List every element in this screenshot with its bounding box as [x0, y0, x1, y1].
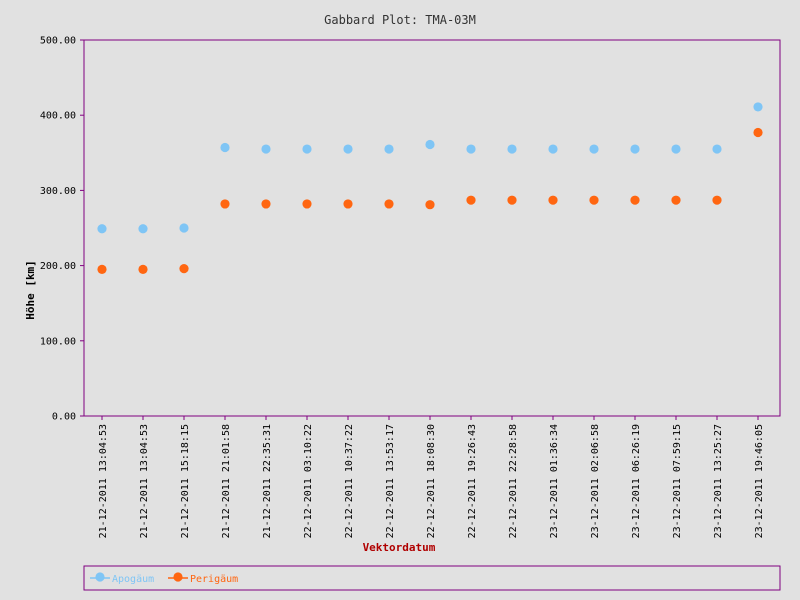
x-tick-label: 21-12-2011 22:35:31: [262, 424, 273, 538]
data-point: [630, 195, 640, 205]
y-axis-label: Höhe [km]: [24, 260, 37, 320]
data-point: [466, 195, 476, 205]
x-tick-label: 22-12-2011 13:53:17: [385, 424, 396, 538]
x-tick-label: 23-12-2011 02:06:58: [590, 424, 601, 538]
data-point: [630, 144, 640, 154]
data-point: [425, 200, 435, 210]
data-point: [712, 144, 722, 154]
x-tick-label: 23-12-2011 13:25:27: [713, 424, 724, 538]
legend-label: Perigäum: [190, 574, 238, 585]
x-axis-label: Vektordatum: [363, 541, 436, 554]
x-tick-label: 23-12-2011 01:36:34: [549, 424, 560, 538]
data-point: [589, 195, 599, 205]
data-point: [138, 264, 148, 274]
data-point: [384, 144, 394, 154]
x-tick-label: 21-12-2011 15:18:15: [180, 424, 191, 538]
plot-area: [83, 39, 781, 417]
data-point: [302, 144, 312, 154]
data-point: [220, 142, 230, 153]
y-tick-label: 300.00: [40, 186, 76, 197]
y-axis: 0.00 100.00 200.00 300.00 400.00 500.00: [40, 36, 84, 423]
data-point: [548, 195, 558, 205]
data-point: [261, 144, 271, 154]
data-point: [261, 199, 271, 209]
data-point: [753, 102, 763, 112]
data-point: [671, 144, 681, 154]
data-point: [548, 144, 558, 154]
legend-marker: [173, 572, 183, 582]
data-point: [97, 224, 107, 234]
x-tick-label: 23-12-2011 07:59:15: [672, 424, 683, 538]
x-tick-label: 22-12-2011 22:28:58: [508, 424, 519, 538]
y-tick-label: 0.00: [52, 412, 76, 423]
legend-box: [83, 565, 781, 591]
data-point: [507, 195, 517, 205]
x-axis: 21-12-2011 13:04:53 21-12-2011 13:04:53 21…: [98, 416, 765, 538]
legend-item-apogaeum: Apogäum: [90, 572, 154, 585]
series-perigaeum: [97, 127, 763, 274]
data-point: [384, 199, 394, 209]
y-tick-label: 200.00: [40, 261, 76, 272]
data-point: [97, 264, 107, 274]
series-apogaeum: [97, 102, 763, 234]
data-point: [302, 199, 312, 209]
data-point: [507, 144, 517, 154]
x-tick-label: 23-12-2011 19:46:05: [754, 424, 765, 538]
legend-marker: [95, 572, 105, 582]
data-point: [425, 139, 435, 150]
chart-title: Gabbard Plot: TMA-03M: [324, 13, 476, 27]
x-tick-label: 22-12-2011 03:10:22: [303, 424, 314, 538]
data-points: [97, 102, 763, 274]
data-point: [466, 144, 476, 154]
legend: Apogäum Perigäum: [90, 572, 238, 585]
data-point: [179, 223, 189, 233]
y-tick-label: 500.00: [40, 36, 76, 47]
data-point: [343, 144, 353, 154]
data-point: [343, 199, 353, 209]
data-point: [138, 224, 148, 234]
data-point: [220, 199, 230, 209]
y-tick-label: 400.00: [40, 111, 76, 122]
data-point: [753, 127, 763, 138]
x-tick-label: 22-12-2011 10:37:22: [344, 424, 355, 538]
x-tick-label: 21-12-2011 21:01:58: [221, 424, 232, 538]
x-tick-label: 21-12-2011 13:04:53: [139, 424, 150, 538]
data-point: [671, 195, 681, 205]
legend-item-perigaeum: Perigäum: [168, 572, 238, 585]
x-tick-label: 22-12-2011 19:26:43: [467, 424, 478, 538]
data-point: [589, 144, 599, 154]
data-point: [179, 264, 189, 274]
y-tick-label: 100.00: [40, 336, 76, 347]
x-tick-label: 21-12-2011 13:04:53: [98, 424, 109, 538]
x-tick-label: 23-12-2011 06:26:19: [631, 424, 642, 538]
x-tick-label: 22-12-2011 18:08:30: [426, 424, 437, 538]
legend-label: Apogäum: [112, 574, 154, 585]
data-point: [712, 195, 722, 205]
